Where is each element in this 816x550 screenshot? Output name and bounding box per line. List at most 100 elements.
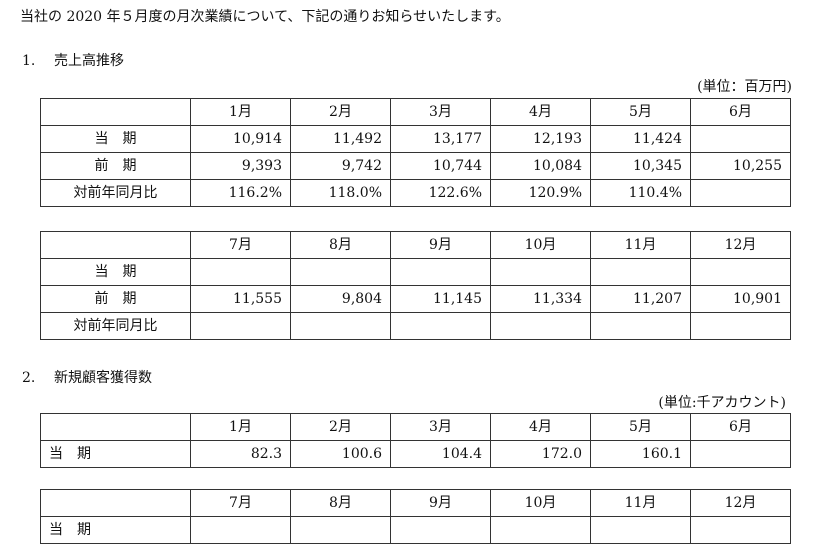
value-cell: 11,207 xyxy=(590,285,691,313)
row-label: 前 期 xyxy=(40,152,191,180)
section-1-title: 売上高推移 xyxy=(54,53,124,69)
table-header-row: 7月 8月 9月 10月 11月 12月 xyxy=(40,231,791,259)
value-cell: 9,393 xyxy=(190,152,291,180)
value-cell: 11,555 xyxy=(190,285,291,313)
header-corner-cell xyxy=(40,413,191,441)
section-2-title: 新規顧客獲得数 xyxy=(54,370,152,386)
header-corner-cell xyxy=(40,489,191,517)
value-cell xyxy=(690,312,791,340)
value-cell: 172.0 xyxy=(490,440,591,468)
row-label: 当 期 xyxy=(40,258,191,286)
value-cell: 9,804 xyxy=(290,285,391,313)
table-row: 対前年同月比 116.2% 118.0% 122.6% 120.9% 110.4% xyxy=(40,179,791,207)
month-header: 2月 xyxy=(290,413,391,441)
month-header: 12月 xyxy=(690,231,791,259)
value-cell: 82.3 xyxy=(190,440,291,468)
section-2-number: 2. xyxy=(22,370,36,386)
month-header: 9月 xyxy=(390,489,491,517)
month-header: 8月 xyxy=(290,231,391,259)
value-cell: 11,334 xyxy=(490,285,591,313)
month-header: 5月 xyxy=(590,413,691,441)
value-cell xyxy=(190,312,291,340)
value-cell: 110.4% xyxy=(590,179,691,207)
value-cell: 120.9% xyxy=(490,179,591,207)
section-1-unit: (単位：百万円) xyxy=(697,79,792,95)
table-header-row: 1月 2月 3月 4月 5月 6月 xyxy=(40,98,791,126)
month-header: 3月 xyxy=(390,98,491,126)
value-cell: 11,424 xyxy=(590,125,691,153)
month-header: 4月 xyxy=(490,413,591,441)
row-label: 前 期 xyxy=(40,285,191,313)
customers-table-jan-jun: 1月 2月 3月 4月 5月 6月当 期 82.3 100.6 104.4 172.0 160.1 xyxy=(40,413,791,468)
month-header: 9月 xyxy=(390,231,491,259)
value-cell: 122.6% xyxy=(390,179,491,207)
table-header-row: 1月 2月 3月 4月 5月 6月 xyxy=(40,413,791,441)
intro-text: 当社の 2020 年５月度の月次業績について、下記の通りお知らせいたします。 xyxy=(20,9,510,25)
value-cell xyxy=(390,516,491,544)
month-header: 7月 xyxy=(190,489,291,517)
sales-table-jan-jun: 1月 2月 3月 4月 5月 6月当 期 10,914 11,492 13,177 12,193 1… xyxy=(40,98,791,207)
customers-table-jul-dec: 7月 8月 9月 10月 11月 12月当 期 xyxy=(40,489,791,544)
month-header: 1月 xyxy=(190,98,291,126)
month-header: 3月 xyxy=(390,413,491,441)
section-2-unit: (単位:千アカウント) xyxy=(658,395,786,411)
value-cell xyxy=(490,312,591,340)
table-header-row: 7月 8月 9月 10月 11月 12月 xyxy=(40,489,791,517)
value-cell: 116.2% xyxy=(190,179,291,207)
month-header: 11月 xyxy=(590,231,691,259)
value-cell xyxy=(190,516,291,544)
value-cell: 118.0% xyxy=(290,179,391,207)
row-label: 対前年同月比 xyxy=(40,179,191,207)
table-row: 当 期 10,914 11,492 13,177 12,193 11,424 xyxy=(40,125,791,153)
month-header: 5月 xyxy=(590,98,691,126)
value-cell: 10,255 xyxy=(690,152,791,180)
value-cell: 104.4 xyxy=(390,440,491,468)
value-cell xyxy=(690,440,791,468)
table-row: 当 期 xyxy=(40,258,791,286)
row-label: 対前年同月比 xyxy=(40,312,191,340)
value-cell: 9,742 xyxy=(290,152,391,180)
month-header: 6月 xyxy=(690,98,791,126)
value-cell xyxy=(290,312,391,340)
value-cell xyxy=(290,258,391,286)
value-cell xyxy=(490,258,591,286)
value-cell: 11,145 xyxy=(390,285,491,313)
value-cell xyxy=(490,516,591,544)
month-header: 7月 xyxy=(190,231,291,259)
value-cell xyxy=(390,258,491,286)
month-header: 10月 xyxy=(490,231,591,259)
value-cell: 10,084 xyxy=(490,152,591,180)
table-row: 前 期 11,555 9,804 11,145 11,334 11,207 10,901 xyxy=(40,285,791,313)
month-header: 8月 xyxy=(290,489,391,517)
table-row: 前 期 9,393 9,742 10,744 10,084 10,345 10,255 xyxy=(40,152,791,180)
row-label: 当 期 xyxy=(40,516,191,544)
row-label: 当 期 xyxy=(40,440,191,468)
sales-table-jul-dec: 7月 8月 9月 10月 11月 12月当 期前 期 11,555 9,804 11,145 11… xyxy=(40,231,791,340)
month-header: 2月 xyxy=(290,98,391,126)
table-row: 対前年同月比 xyxy=(40,312,791,340)
month-header: 1月 xyxy=(190,413,291,441)
value-cell: 11,492 xyxy=(290,125,391,153)
value-cell xyxy=(590,312,691,340)
section-1-heading: 1. 売上高推移 xyxy=(22,52,124,70)
value-cell xyxy=(690,258,791,286)
header-corner-cell xyxy=(40,98,191,126)
value-cell xyxy=(690,179,791,207)
month-header: 4月 xyxy=(490,98,591,126)
section-1-number: 1. xyxy=(22,53,36,69)
month-header: 11月 xyxy=(590,489,691,517)
value-cell: 12,193 xyxy=(490,125,591,153)
month-header: 10月 xyxy=(490,489,591,517)
row-label: 当 期 xyxy=(40,125,191,153)
value-cell: 160.1 xyxy=(590,440,691,468)
header-corner-cell xyxy=(40,231,191,259)
value-cell: 10,744 xyxy=(390,152,491,180)
value-cell: 10,901 xyxy=(690,285,791,313)
value-cell xyxy=(590,516,691,544)
value-cell xyxy=(390,312,491,340)
value-cell: 100.6 xyxy=(290,440,391,468)
table-row: 当 期 xyxy=(40,516,791,544)
table-row: 当 期 82.3 100.6 104.4 172.0 160.1 xyxy=(40,440,791,468)
value-cell: 13,177 xyxy=(390,125,491,153)
month-header: 6月 xyxy=(690,413,791,441)
